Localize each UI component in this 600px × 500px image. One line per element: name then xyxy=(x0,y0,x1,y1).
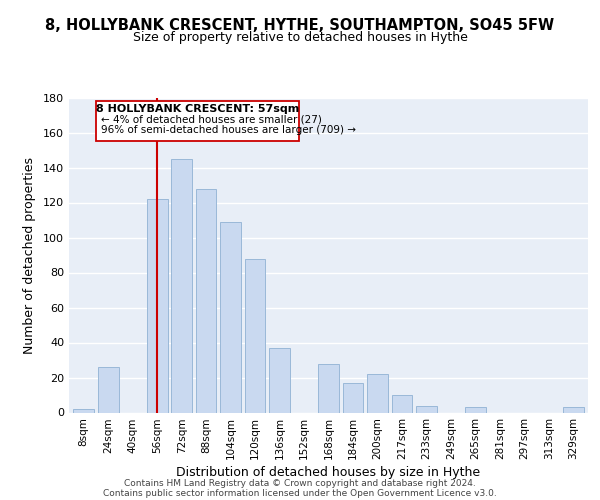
Bar xyxy=(245,258,265,412)
Text: 8, HOLLYBANK CRESCENT, HYTHE, SOUTHAMPTON, SO45 5FW: 8, HOLLYBANK CRESCENT, HYTHE, SOUTHAMPTO… xyxy=(46,18,554,32)
Text: Contains public sector information licensed under the Open Government Licence v3: Contains public sector information licen… xyxy=(103,488,497,498)
Bar xyxy=(171,159,192,412)
Bar xyxy=(73,409,94,412)
Bar xyxy=(196,188,217,412)
Bar xyxy=(392,395,412,412)
Bar xyxy=(563,407,584,412)
Bar xyxy=(343,383,364,412)
Bar xyxy=(318,364,339,412)
Bar xyxy=(147,199,167,412)
Text: ← 4% of detached houses are smaller (27): ← 4% of detached houses are smaller (27) xyxy=(101,114,322,124)
Text: 96% of semi-detached houses are larger (709) →: 96% of semi-detached houses are larger (… xyxy=(101,124,356,134)
Bar xyxy=(367,374,388,412)
Bar xyxy=(416,406,437,412)
X-axis label: Distribution of detached houses by size in Hythe: Distribution of detached houses by size … xyxy=(176,466,481,479)
Bar xyxy=(269,348,290,412)
Text: Contains HM Land Registry data © Crown copyright and database right 2024.: Contains HM Land Registry data © Crown c… xyxy=(124,478,476,488)
Text: Size of property relative to detached houses in Hythe: Size of property relative to detached ho… xyxy=(133,31,467,44)
Bar xyxy=(220,222,241,412)
Bar xyxy=(98,367,119,412)
Y-axis label: Number of detached properties: Number of detached properties xyxy=(23,156,36,354)
Text: 8 HOLLYBANK CRESCENT: 57sqm: 8 HOLLYBANK CRESCENT: 57sqm xyxy=(96,104,299,114)
Bar xyxy=(465,407,486,412)
FancyBboxPatch shape xyxy=(96,101,299,141)
